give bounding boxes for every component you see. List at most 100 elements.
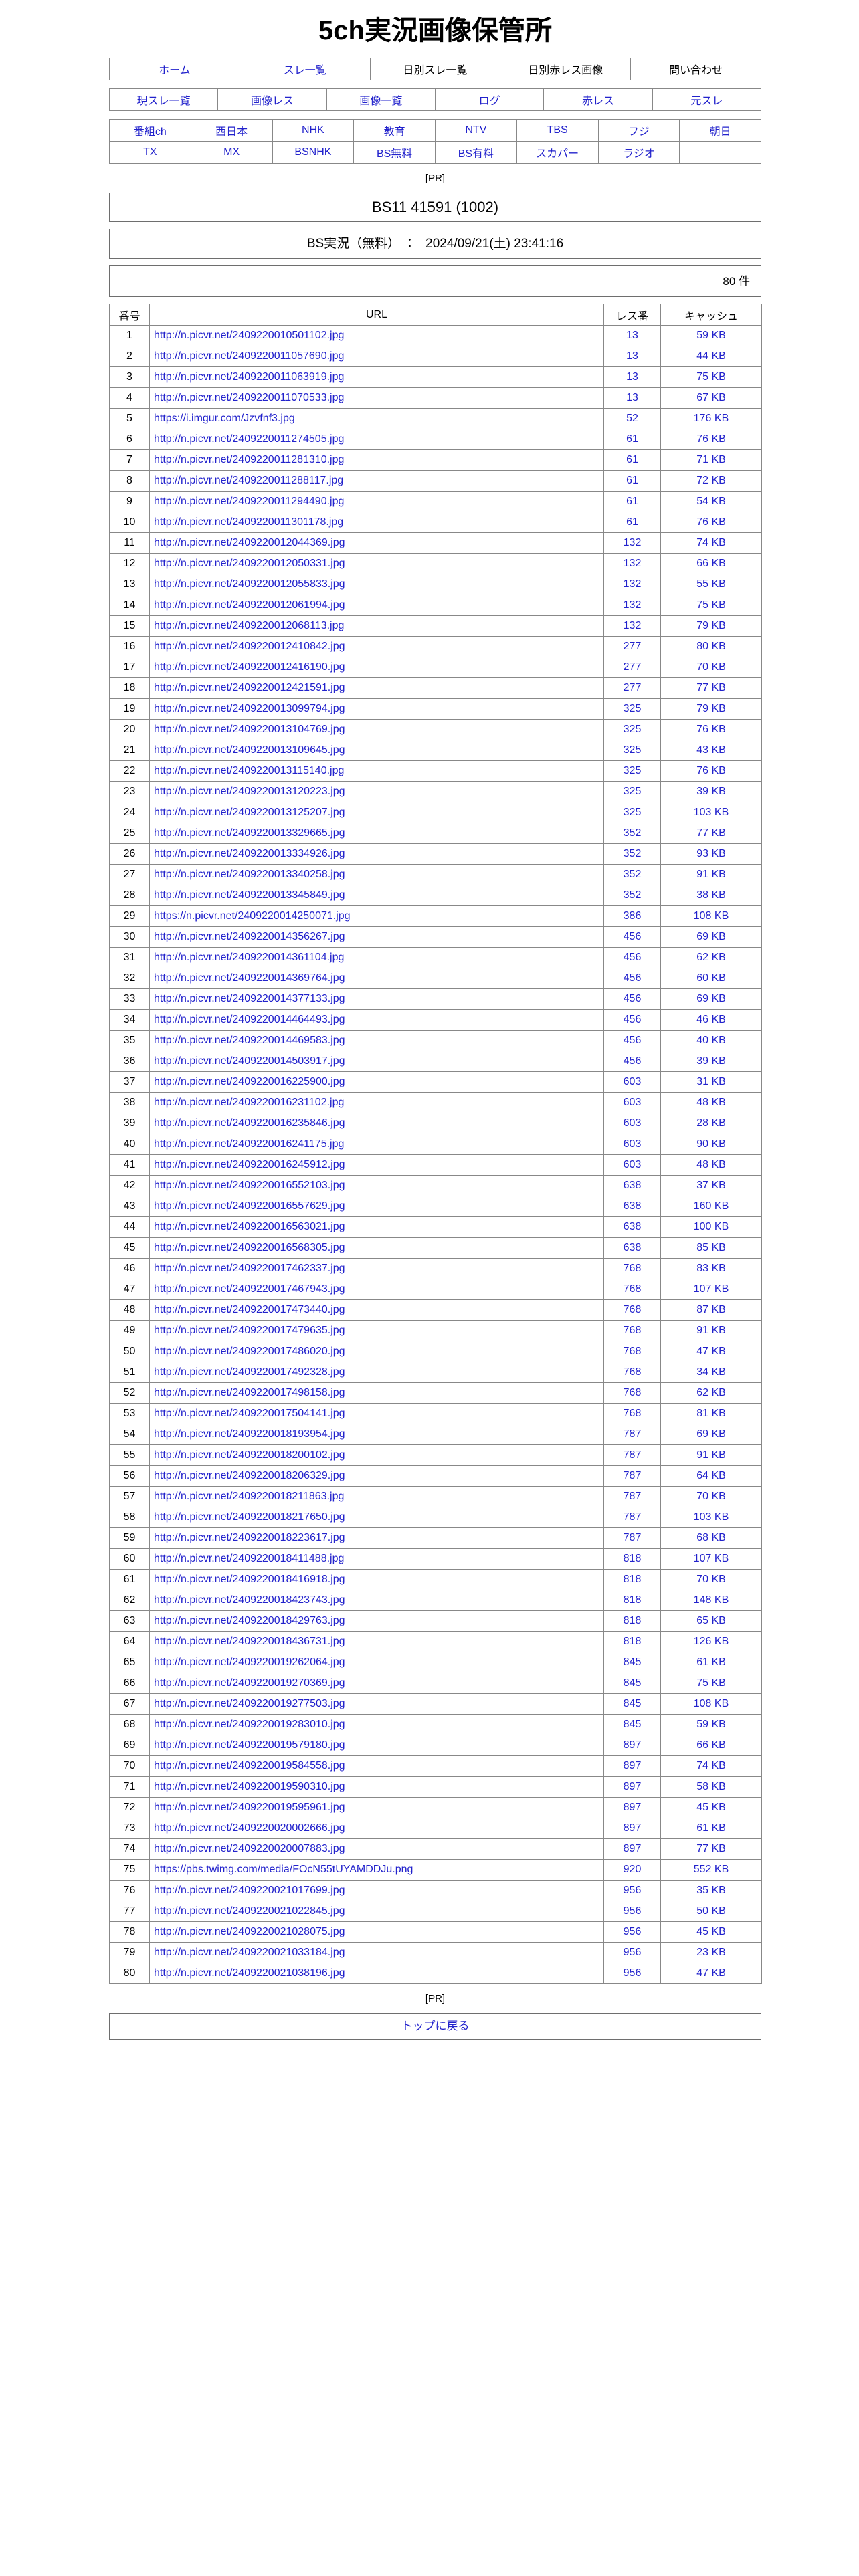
image-url-link[interactable]: http://n.picvr.net/2409220020002666.jpg <box>154 1822 345 1834</box>
res-number-link[interactable]: 352 <box>623 848 642 859</box>
nav-link[interactable]: 画像一覧 <box>359 96 403 107</box>
image-url-link[interactable]: http://n.picvr.net/2409220011063919.jpg <box>154 371 345 383</box>
res-number-link[interactable]: 386 <box>623 910 642 922</box>
image-url-link[interactable]: http://n.picvr.net/2409220019277503.jpg <box>154 1698 345 1709</box>
cache-size-link[interactable]: 31 KB <box>696 1076 726 1087</box>
nav-link[interactable]: ログ <box>478 96 500 107</box>
image-url-link[interactable]: http://n.picvr.net/2409220016557629.jpg <box>154 1200 345 1212</box>
image-url-link[interactable]: http://n.picvr.net/2409220012050331.jpg <box>154 558 345 569</box>
res-number-link[interactable]: 132 <box>623 599 642 611</box>
res-number-link[interactable]: 352 <box>623 827 642 839</box>
back-to-top-link[interactable]: トップに戻る <box>401 2020 470 2032</box>
res-number-link[interactable]: 325 <box>623 724 642 735</box>
image-url-link[interactable]: http://n.picvr.net/2409220018217650.jpg <box>154 1511 345 1523</box>
cache-size-link[interactable]: 76 KB <box>696 516 726 528</box>
channel-link[interactable]: 朝日 <box>709 126 731 138</box>
image-url-link[interactable]: https://n.picvr.net/2409220014250071.jpg <box>154 910 351 922</box>
image-url-link[interactable]: http://n.picvr.net/2409220018223617.jpg <box>154 1532 345 1543</box>
cache-size-link[interactable]: 62 KB <box>696 952 726 963</box>
res-number-link[interactable]: 603 <box>623 1159 642 1170</box>
res-number-link[interactable]: 768 <box>623 1325 642 1336</box>
cache-size-link[interactable]: 176 KB <box>693 413 729 424</box>
image-url-link[interactable]: http://n.picvr.net/2409220019595961.jpg <box>154 1802 345 1813</box>
res-number-link[interactable]: 845 <box>623 1719 642 1730</box>
cache-size-link[interactable]: 83 KB <box>696 1263 726 1274</box>
res-number-link[interactable]: 325 <box>623 703 642 714</box>
image-url-link[interactable]: http://n.picvr.net/2409220018429763.jpg <box>154 1615 345 1626</box>
image-url-link[interactable]: http://n.picvr.net/2409220018436731.jpg <box>154 1636 345 1647</box>
cache-size-link[interactable]: 59 KB <box>696 330 726 341</box>
channel-link[interactable]: 西日本 <box>215 126 248 138</box>
nav-link[interactable]: ホーム <box>159 65 191 76</box>
image-url-link[interactable]: http://n.picvr.net/2409220012421591.jpg <box>154 682 345 693</box>
cache-size-link[interactable]: 69 KB <box>696 993 726 1004</box>
cache-size-link[interactable]: 48 KB <box>696 1097 726 1108</box>
cache-size-link[interactable]: 126 KB <box>693 1636 729 1647</box>
res-number-link[interactable]: 818 <box>623 1594 642 1606</box>
channel-link[interactable]: BS無料 <box>376 148 413 160</box>
cache-size-link[interactable]: 103 KB <box>693 1511 729 1523</box>
image-url-link[interactable]: http://n.picvr.net/2409220012416190.jpg <box>154 661 345 673</box>
image-url-link[interactable]: http://n.picvr.net/2409220017486020.jpg <box>154 1346 345 1357</box>
image-url-link[interactable]: http://n.picvr.net/2409220011070533.jpg <box>154 392 345 403</box>
cache-size-link[interactable]: 39 KB <box>696 1055 726 1067</box>
res-number-link[interactable]: 787 <box>623 1511 642 1523</box>
channel-link[interactable]: フジ <box>628 126 650 138</box>
res-number-link[interactable]: 818 <box>623 1574 642 1585</box>
res-number-link[interactable]: 61 <box>626 433 638 445</box>
image-url-link[interactable]: http://n.picvr.net/2409220017498158.jpg <box>154 1387 345 1398</box>
cache-size-link[interactable]: 148 KB <box>693 1594 729 1606</box>
image-url-link[interactable]: http://n.picvr.net/2409220021022845.jpg <box>154 1905 345 1917</box>
cache-size-link[interactable]: 108 KB <box>693 910 729 922</box>
res-number-link[interactable]: 61 <box>626 454 638 465</box>
cache-size-link[interactable]: 66 KB <box>696 1739 726 1751</box>
channel-link[interactable]: 番組ch <box>133 126 167 138</box>
res-number-link[interactable]: 920 <box>623 1864 642 1875</box>
cache-size-link[interactable]: 77 KB <box>696 1843 726 1854</box>
cache-size-link[interactable]: 87 KB <box>696 1304 726 1315</box>
cache-size-link[interactable]: 64 KB <box>696 1470 726 1481</box>
image-url-link[interactable]: http://n.picvr.net/2409220019584558.jpg <box>154 1760 345 1772</box>
cache-size-link[interactable]: 69 KB <box>696 931 726 942</box>
cache-size-link[interactable]: 45 KB <box>696 1802 726 1813</box>
channel-link[interactable]: TX <box>143 146 157 158</box>
cache-size-link[interactable]: 38 KB <box>696 889 726 901</box>
image-url-link[interactable]: http://n.picvr.net/2409220013099794.jpg <box>154 703 345 714</box>
cache-size-link[interactable]: 76 KB <box>696 765 726 776</box>
res-number-link[interactable]: 277 <box>623 641 642 652</box>
res-number-link[interactable]: 277 <box>623 661 642 673</box>
res-number-link[interactable]: 768 <box>623 1263 642 1274</box>
cache-size-link[interactable]: 66 KB <box>696 558 726 569</box>
image-url-link[interactable]: http://n.picvr.net/2409220021038196.jpg <box>154 1967 345 1979</box>
cache-size-link[interactable]: 90 KB <box>696 1138 726 1150</box>
res-number-link[interactable]: 897 <box>623 1760 642 1772</box>
cache-size-link[interactable]: 59 KB <box>696 1719 726 1730</box>
cache-size-link[interactable]: 47 KB <box>696 1967 726 1979</box>
cache-size-link[interactable]: 48 KB <box>696 1159 726 1170</box>
res-number-link[interactable]: 603 <box>623 1076 642 1087</box>
res-number-link[interactable]: 787 <box>623 1449 642 1461</box>
res-number-link[interactable]: 13 <box>626 371 638 383</box>
image-url-link[interactable]: http://n.picvr.net/2409220017492328.jpg <box>154 1366 345 1378</box>
image-url-link[interactable]: http://n.picvr.net/2409220018200102.jpg <box>154 1449 345 1461</box>
image-url-link[interactable]: http://n.picvr.net/2409220019270369.jpg <box>154 1677 345 1689</box>
image-url-link[interactable]: http://n.picvr.net/2409220012410842.jpg <box>154 641 345 652</box>
cache-size-link[interactable]: 72 KB <box>696 475 726 486</box>
res-number-link[interactable]: 456 <box>623 952 642 963</box>
res-number-link[interactable]: 325 <box>623 786 642 797</box>
image-url-link[interactable]: http://n.picvr.net/2409220011057690.jpg <box>154 350 345 362</box>
res-number-link[interactable]: 61 <box>626 496 638 507</box>
image-url-link[interactable]: http://n.picvr.net/2409220019579180.jpg <box>154 1739 345 1751</box>
nav-link[interactable]: 赤レス <box>581 96 614 107</box>
image-url-link[interactable]: http://n.picvr.net/2409220013104769.jpg <box>154 724 345 735</box>
cache-size-link[interactable]: 50 KB <box>696 1905 726 1917</box>
image-url-link[interactable]: http://n.picvr.net/2409220013340258.jpg <box>154 869 345 880</box>
res-number-link[interactable]: 787 <box>623 1491 642 1502</box>
cache-size-link[interactable]: 75 KB <box>696 1677 726 1689</box>
image-url-link[interactable]: http://n.picvr.net/2409220014356267.jpg <box>154 931 345 942</box>
res-number-link[interactable]: 818 <box>623 1615 642 1626</box>
image-url-link[interactable]: https://pbs.twimg.com/media/FOcN55tUYAMD… <box>154 1864 413 1875</box>
cache-size-link[interactable]: 91 KB <box>696 1325 726 1336</box>
cache-size-link[interactable]: 77 KB <box>696 827 726 839</box>
cache-size-link[interactable]: 69 KB <box>696 1428 726 1440</box>
